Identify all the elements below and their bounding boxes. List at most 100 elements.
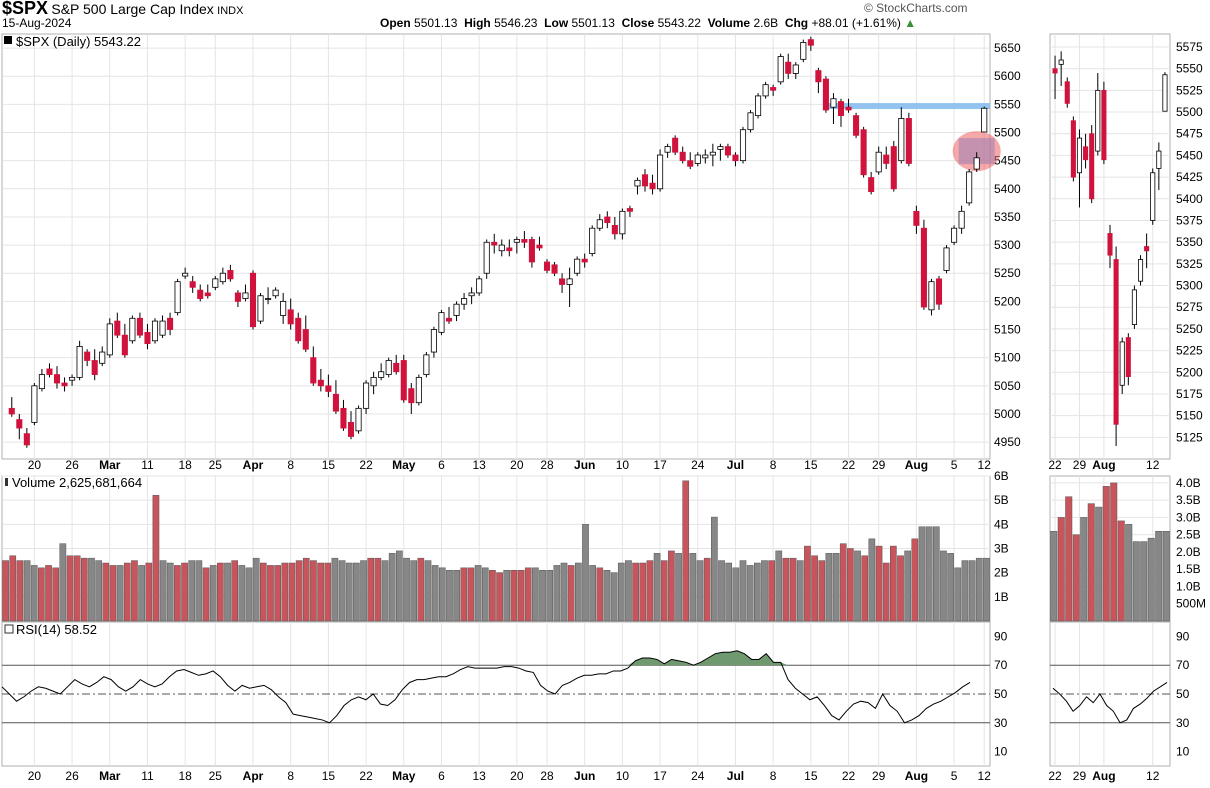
candle-body: [461, 298, 468, 305]
candle-body: [393, 362, 400, 373]
candle-body: [121, 334, 128, 356]
candle-body: [694, 154, 701, 164]
volume-bar: [381, 560, 389, 622]
x-tick-label: May: [392, 458, 416, 472]
resistance-line: [825, 103, 990, 110]
y-tick-label: 5550: [994, 97, 1021, 111]
candle-body: [38, 374, 45, 390]
volume-bar: [1147, 537, 1155, 622]
candle-body: [1150, 172, 1156, 221]
x-tick-label: 24: [691, 769, 705, 783]
candle-body: [1107, 233, 1113, 256]
candle-body: [340, 407, 347, 429]
chg-label: Chg: [784, 16, 809, 30]
candle-body: [634, 179, 641, 187]
candle-body: [16, 419, 23, 429]
volume-bar: [968, 560, 976, 622]
close-value: 5543.22: [657, 16, 701, 30]
candle-body: [53, 374, 61, 384]
candle-body: [672, 137, 679, 153]
candle-body: [966, 171, 973, 204]
x-tick-label: 11: [141, 769, 154, 783]
volume-bar: [353, 562, 360, 622]
volume-bar: [159, 560, 167, 622]
volume-bar: [1102, 486, 1110, 622]
candle-body: [265, 298, 272, 300]
volume-bar: [1125, 524, 1133, 622]
volume-bar: [281, 562, 289, 622]
volume-bar: [660, 560, 668, 622]
volume-bar: [453, 570, 460, 622]
candle-body: [875, 151, 882, 173]
y-tick-label: 70: [994, 658, 1008, 672]
x-tick-label: 22: [359, 458, 373, 472]
rsi-line: [1, 650, 971, 724]
volume-bar: [539, 570, 546, 622]
x-tick-label: 29: [872, 769, 886, 783]
y-tick-label: 3B: [994, 542, 1009, 556]
volume-bar: [238, 565, 246, 622]
candle-body: [310, 357, 317, 384]
chg-value: +88.01 (+1.61%): [811, 16, 901, 30]
volume-bar: [259, 562, 267, 622]
volume-bar: [517, 570, 525, 622]
volume-bar: [431, 565, 439, 622]
y-tick-label: 4B: [994, 517, 1009, 531]
volume-bar: [582, 524, 589, 622]
volume-bar: [789, 557, 797, 622]
candle-body: [913, 210, 920, 226]
candle-body: [596, 219, 603, 229]
volume-bar: [725, 562, 733, 622]
x-tick-label: 29: [872, 458, 886, 472]
candle-body: [1101, 89, 1107, 161]
candle-body: [574, 258, 581, 274]
x-tick-label: 5: [951, 458, 958, 472]
candle-body: [943, 247, 950, 271]
y-tick-label: 10: [994, 745, 1008, 759]
candle-body: [1156, 150, 1162, 169]
legend-swatch: [4, 624, 14, 634]
volume-bar: [746, 565, 754, 622]
candle-body: [973, 157, 980, 170]
volume-bar: [274, 565, 281, 622]
y-tick-label: 5200: [994, 294, 1021, 308]
x-tick-label: 8: [770, 458, 777, 472]
volume-bar: [446, 570, 453, 622]
y-tick-label: 5400: [994, 182, 1021, 196]
candle-body: [604, 216, 611, 223]
candle-body: [657, 154, 664, 190]
candle-body: [430, 329, 437, 353]
candle-body: [898, 118, 905, 162]
volume-bar: [217, 562, 224, 622]
candle-body: [890, 146, 897, 190]
volume-bar: [331, 557, 339, 622]
volume-bar: [524, 567, 532, 622]
y-tick-label: 5425: [1176, 170, 1203, 184]
volume-bar: [625, 560, 632, 622]
volume-bar: [338, 560, 346, 622]
x-tick-label: Jul: [727, 458, 744, 472]
volume-bar: [310, 560, 317, 622]
volume-bar: [897, 555, 904, 622]
y-tick-label: 5250: [994, 266, 1021, 280]
candle-body: [868, 177, 875, 193]
volume-bar: [481, 567, 489, 622]
volume-bar: [811, 555, 818, 622]
candle-body: [1064, 81, 1070, 104]
x-tick-label: 10: [616, 769, 630, 783]
candle-body: [762, 84, 769, 97]
x-tick-label: 15: [322, 769, 336, 783]
y-tick-label: 1.5B: [1176, 562, 1201, 576]
volume-bar: [775, 550, 783, 622]
x-tick-label: 18: [178, 458, 192, 472]
volume-value: 2.6B: [753, 16, 779, 30]
candle-body: [415, 376, 422, 404]
close-label: Close: [621, 16, 655, 30]
candle-body: [219, 272, 226, 283]
y-tick-label: 5525: [1176, 83, 1203, 97]
x-tick-label: 20: [28, 769, 42, 783]
candle-body: [1119, 341, 1125, 386]
x-tick-label: 5: [951, 769, 958, 783]
candle-body: [370, 376, 377, 387]
